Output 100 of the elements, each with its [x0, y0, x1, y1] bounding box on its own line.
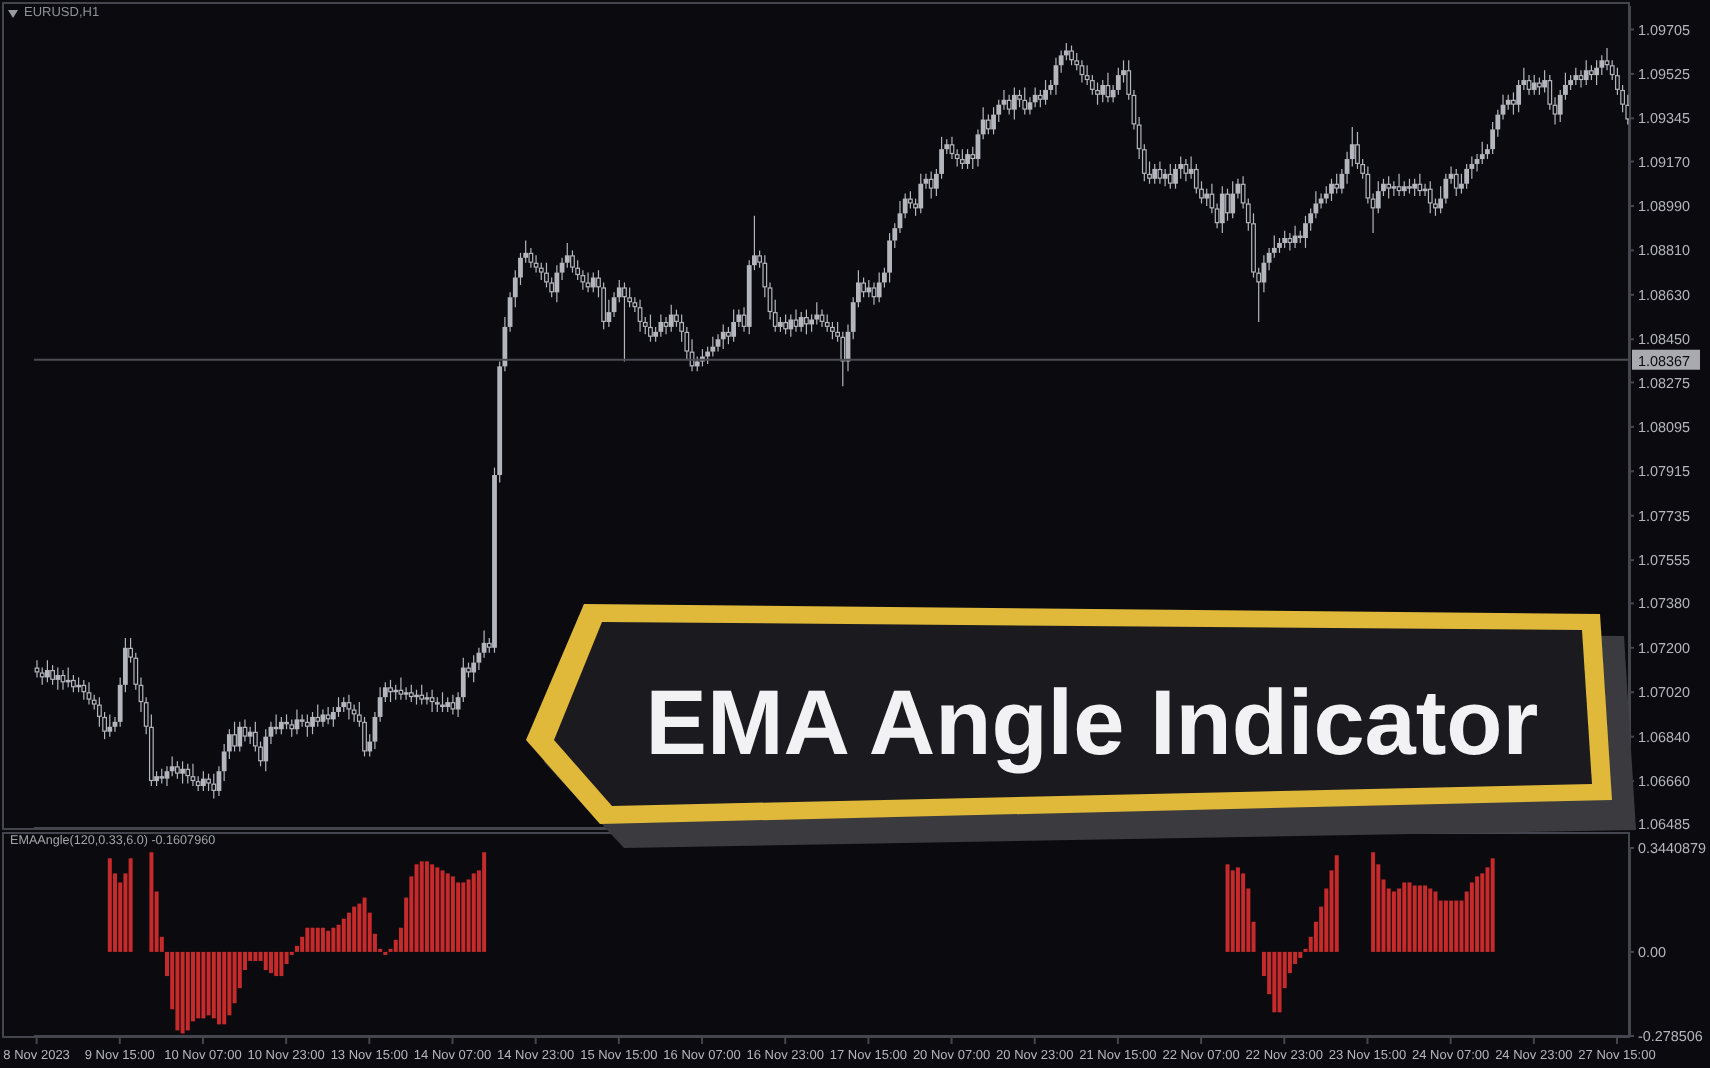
candlestick [1453, 168, 1459, 197]
candlestick [1095, 81, 1100, 106]
candlestick [351, 703, 357, 723]
bar [180, 951, 185, 1034]
candlestick [1329, 178, 1334, 202]
candlestick [200, 770, 206, 792]
candlestick [325, 706, 331, 725]
bar [346, 912, 351, 952]
bar [435, 867, 440, 952]
candlestick [1583, 59, 1589, 86]
bar [1277, 951, 1282, 1013]
candlestick [315, 703, 321, 728]
text: EMA Angle Indicator [645, 670, 1539, 774]
bar [1241, 873, 1246, 952]
bar [216, 951, 221, 1025]
candlestick [1334, 173, 1340, 195]
candlestick [346, 694, 352, 720]
bar [315, 927, 320, 952]
bar [263, 951, 268, 971]
candlestick [622, 281, 627, 363]
candlestick [190, 763, 196, 787]
candlestick [450, 694, 456, 716]
candlestick [1115, 67, 1121, 96]
bar [201, 951, 206, 1019]
bar [336, 924, 341, 952]
bar [456, 882, 461, 952]
bar [440, 870, 445, 952]
candlestick [1464, 163, 1470, 190]
candlestick [731, 309, 737, 343]
candlestick [180, 760, 185, 785]
candlestick [554, 264, 560, 303]
candlestick [55, 666, 61, 691]
candlestick [1105, 72, 1111, 103]
bar [206, 951, 211, 1016]
candlestick [533, 254, 539, 274]
candlestick [1594, 59, 1600, 86]
candlestick [1032, 86, 1038, 108]
candlestick [310, 711, 315, 735]
candlestick [1230, 180, 1236, 219]
candlestick [1162, 168, 1168, 187]
candlestick [570, 249, 575, 274]
candlestick [793, 309, 799, 333]
bar [320, 927, 325, 952]
candlestick [1022, 86, 1028, 116]
candlestick [1303, 215, 1308, 249]
bar [1391, 891, 1396, 952]
bar [196, 951, 201, 1019]
candlestick [211, 773, 217, 799]
bar [471, 873, 476, 952]
candlestick [263, 728, 269, 772]
candlestick [86, 681, 92, 706]
candlestick [648, 313, 653, 343]
bar [414, 864, 419, 952]
bar [1371, 852, 1376, 952]
bar [1454, 900, 1459, 952]
candlestick [876, 271, 882, 303]
bar [211, 951, 216, 1019]
bar [274, 951, 279, 977]
bar [107, 858, 112, 952]
candlestick [242, 718, 248, 743]
bar [445, 873, 450, 952]
candlestick [424, 691, 430, 706]
candlestick [107, 713, 113, 738]
candlestick [959, 148, 965, 170]
bar [430, 864, 435, 952]
bar [482, 852, 487, 952]
bar [362, 897, 367, 952]
bar [466, 879, 471, 952]
bar [352, 906, 357, 952]
candlestick [50, 664, 55, 686]
bar [253, 951, 258, 961]
bar [461, 882, 466, 952]
candlestick [1193, 163, 1199, 195]
candlestick [861, 276, 866, 298]
bar [326, 930, 331, 952]
candlestick [710, 336, 716, 358]
bar [268, 951, 273, 974]
candlestick [304, 713, 310, 738]
candlestick [783, 313, 789, 335]
bar [222, 951, 227, 1025]
candlestick [247, 726, 253, 745]
candlestick [34, 659, 40, 679]
candlestick [985, 114, 991, 135]
candlestick [668, 304, 674, 333]
bar [191, 951, 195, 1022]
candlestick [1386, 175, 1392, 200]
candlestick [1391, 180, 1397, 197]
bar [1475, 876, 1480, 952]
candlestick [528, 247, 534, 269]
bar [175, 951, 180, 1031]
candlestick [1006, 94, 1012, 116]
candlestick [991, 106, 996, 135]
candlestick [585, 271, 591, 293]
bar [1480, 873, 1485, 952]
candlestick [398, 676, 404, 701]
candlestick [1219, 185, 1225, 234]
bar [1469, 882, 1474, 952]
bar [1417, 885, 1422, 952]
bar [1402, 882, 1407, 952]
bar [357, 903, 362, 952]
